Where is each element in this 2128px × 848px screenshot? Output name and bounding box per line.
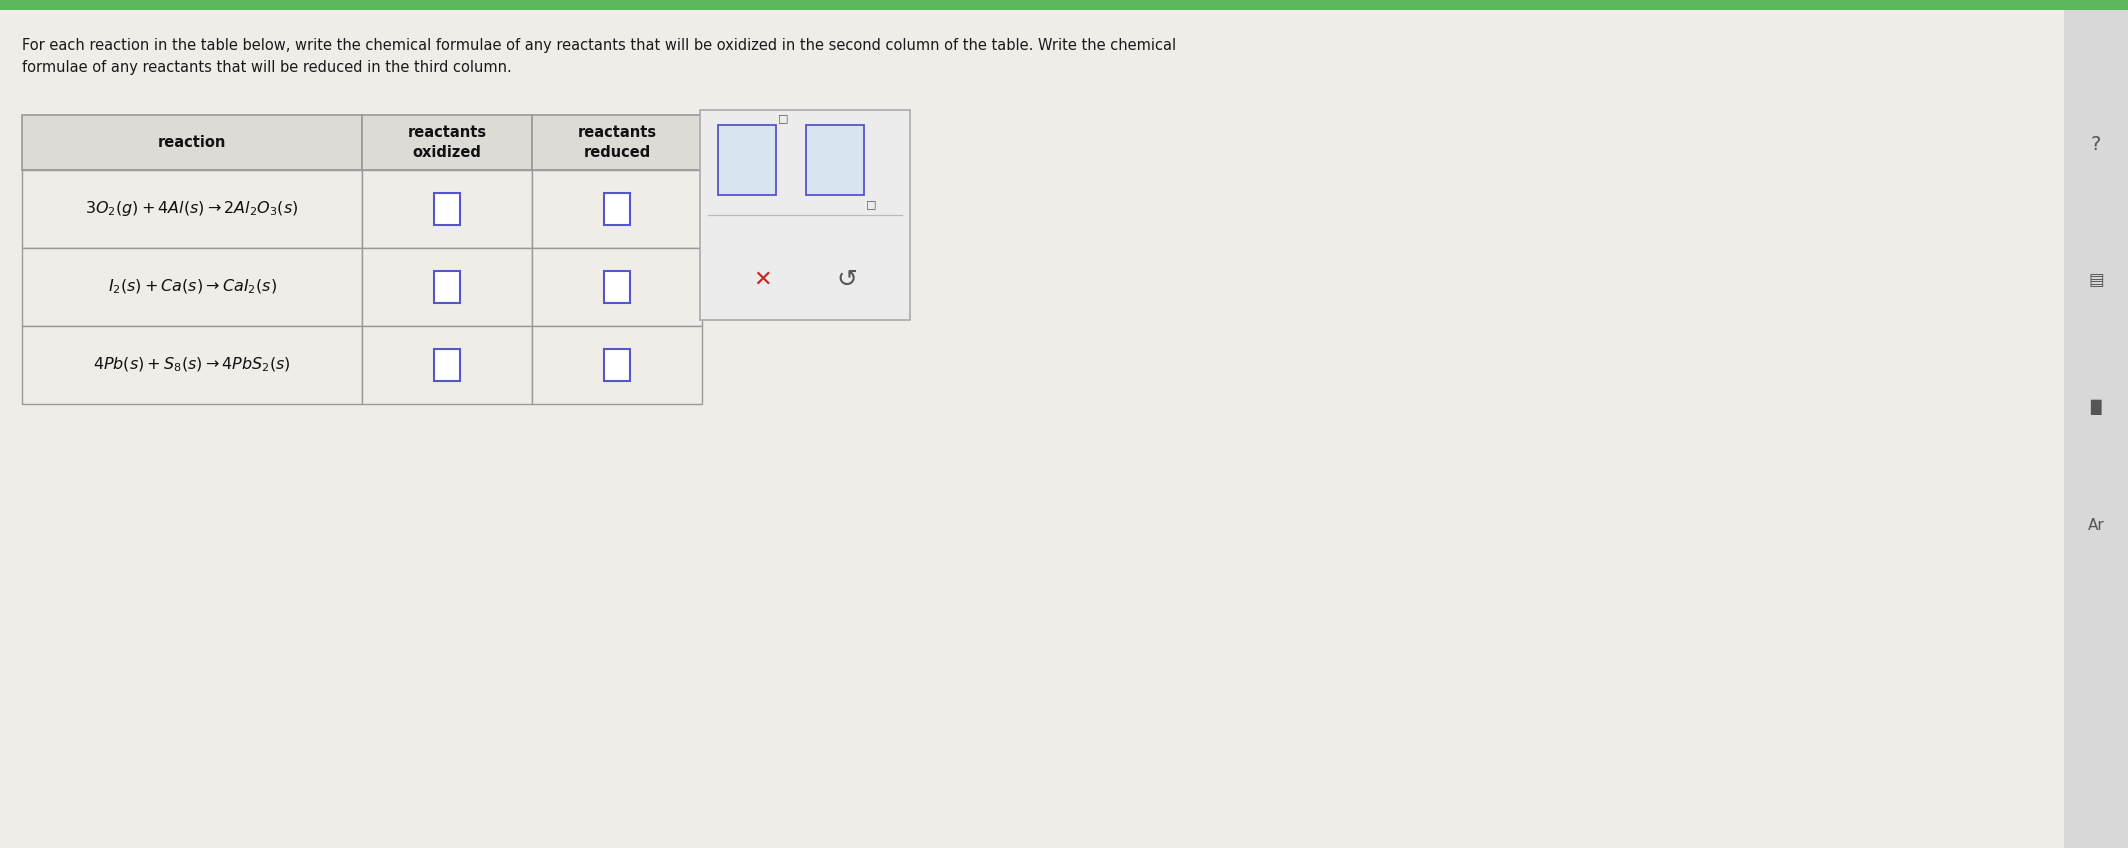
Text: For each reaction in the table below, write the chemical formulae of any reactan: For each reaction in the table below, wr… <box>21 38 1177 53</box>
Bar <box>434 193 460 225</box>
Text: ↺: ↺ <box>836 268 858 292</box>
Text: ✕: ✕ <box>753 270 772 290</box>
Bar <box>532 115 702 170</box>
Text: formulae of any reactants that will be reduced in the third column.: formulae of any reactants that will be r… <box>21 60 511 75</box>
Bar <box>434 271 460 303</box>
Bar <box>0 0 2128 10</box>
Text: □: □ <box>866 199 877 209</box>
Bar <box>21 115 362 170</box>
Text: reactants
reduced: reactants reduced <box>577 126 658 159</box>
Bar <box>21 248 362 326</box>
Bar <box>2064 10 2128 848</box>
Bar <box>362 326 532 404</box>
Text: ▐▌: ▐▌ <box>2083 399 2107 415</box>
Text: Ar: Ar <box>2088 518 2105 533</box>
Text: $3O_2(g) + 4Al(s) \rightarrow 2Al_2O_3(s)$: $3O_2(g) + 4Al(s) \rightarrow 2Al_2O_3(s… <box>85 199 298 219</box>
Text: □: □ <box>779 113 789 123</box>
Bar <box>700 110 911 320</box>
Bar <box>604 193 630 225</box>
Bar <box>604 271 630 303</box>
Bar <box>807 125 864 195</box>
Bar <box>532 248 702 326</box>
Text: reaction: reaction <box>157 135 226 150</box>
Bar <box>434 349 460 381</box>
Text: ▤: ▤ <box>2088 271 2105 289</box>
Bar <box>604 349 630 381</box>
Text: $4Pb(s) + S_8(s) \rightarrow 4PbS_2(s)$: $4Pb(s) + S_8(s) \rightarrow 4PbS_2(s)$ <box>94 356 292 374</box>
Bar <box>532 170 702 248</box>
Bar <box>362 248 532 326</box>
Bar <box>21 326 362 404</box>
Bar <box>717 125 777 195</box>
Bar <box>21 170 362 248</box>
Bar <box>362 115 532 170</box>
Text: $I_2(s) + Ca(s) \rightarrow CaI_2(s)$: $I_2(s) + Ca(s) \rightarrow CaI_2(s)$ <box>109 278 277 296</box>
Text: reactants
oxidized: reactants oxidized <box>406 126 487 159</box>
Bar <box>532 326 702 404</box>
Bar <box>362 170 532 248</box>
Text: ?: ? <box>2092 135 2100 153</box>
